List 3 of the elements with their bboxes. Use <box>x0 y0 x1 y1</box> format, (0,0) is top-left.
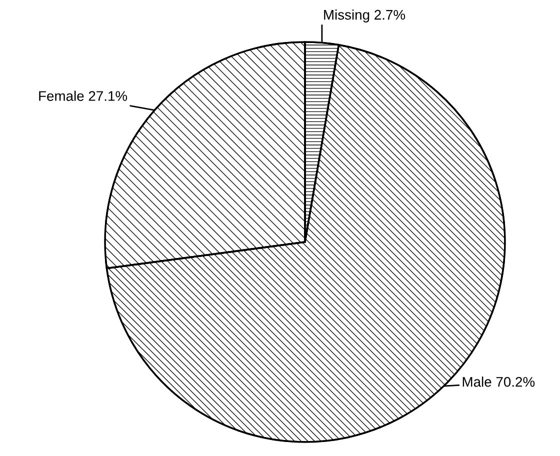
slice-label: Female 27.1% <box>39 90 128 101</box>
slice-label: Male 70.2% <box>462 376 535 387</box>
slice-label: Missing 2.7% <box>324 10 406 22</box>
